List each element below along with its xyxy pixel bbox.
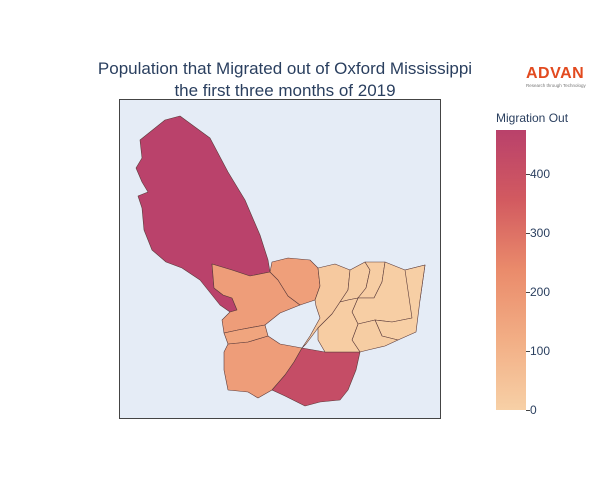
- colorbar-tick-mark: [526, 233, 530, 234]
- title-line-2: the first three months of 2019: [174, 81, 396, 100]
- choropleth-map[interactable]: [120, 100, 440, 418]
- title-line-1: Population that Migrated out of Oxford M…: [97, 59, 473, 78]
- colorbar-tick-label: 200: [530, 285, 551, 299]
- colorbar-tick-mark: [526, 410, 530, 411]
- colorbar-tick-label: 100: [530, 344, 551, 358]
- region-west-strip[interactable]: [223, 324, 269, 345]
- colorbar-tick-mark: [526, 351, 530, 352]
- colorbar-tick-label: 400: [530, 167, 551, 181]
- colorbar-tick-mark: [526, 174, 530, 175]
- colorbar-tick-label: 0: [530, 403, 537, 417]
- region-center-south[interactable]: [317, 297, 361, 353]
- colorbar-title: Migration Out: [496, 111, 569, 125]
- map-frame: [119, 99, 441, 419]
- logo-brand: ADVAN: [526, 65, 585, 82]
- advan-logo: ADVAN Research through Technology: [526, 65, 596, 89]
- plot-title: Population that Migrated out of Oxford M…: [40, 58, 530, 102]
- colorbar: [496, 130, 526, 410]
- colorbar-tick-label: 300: [530, 226, 551, 240]
- logo-tagline: Research through Technology: [526, 83, 586, 88]
- colorbar-tick-mark: [526, 292, 530, 293]
